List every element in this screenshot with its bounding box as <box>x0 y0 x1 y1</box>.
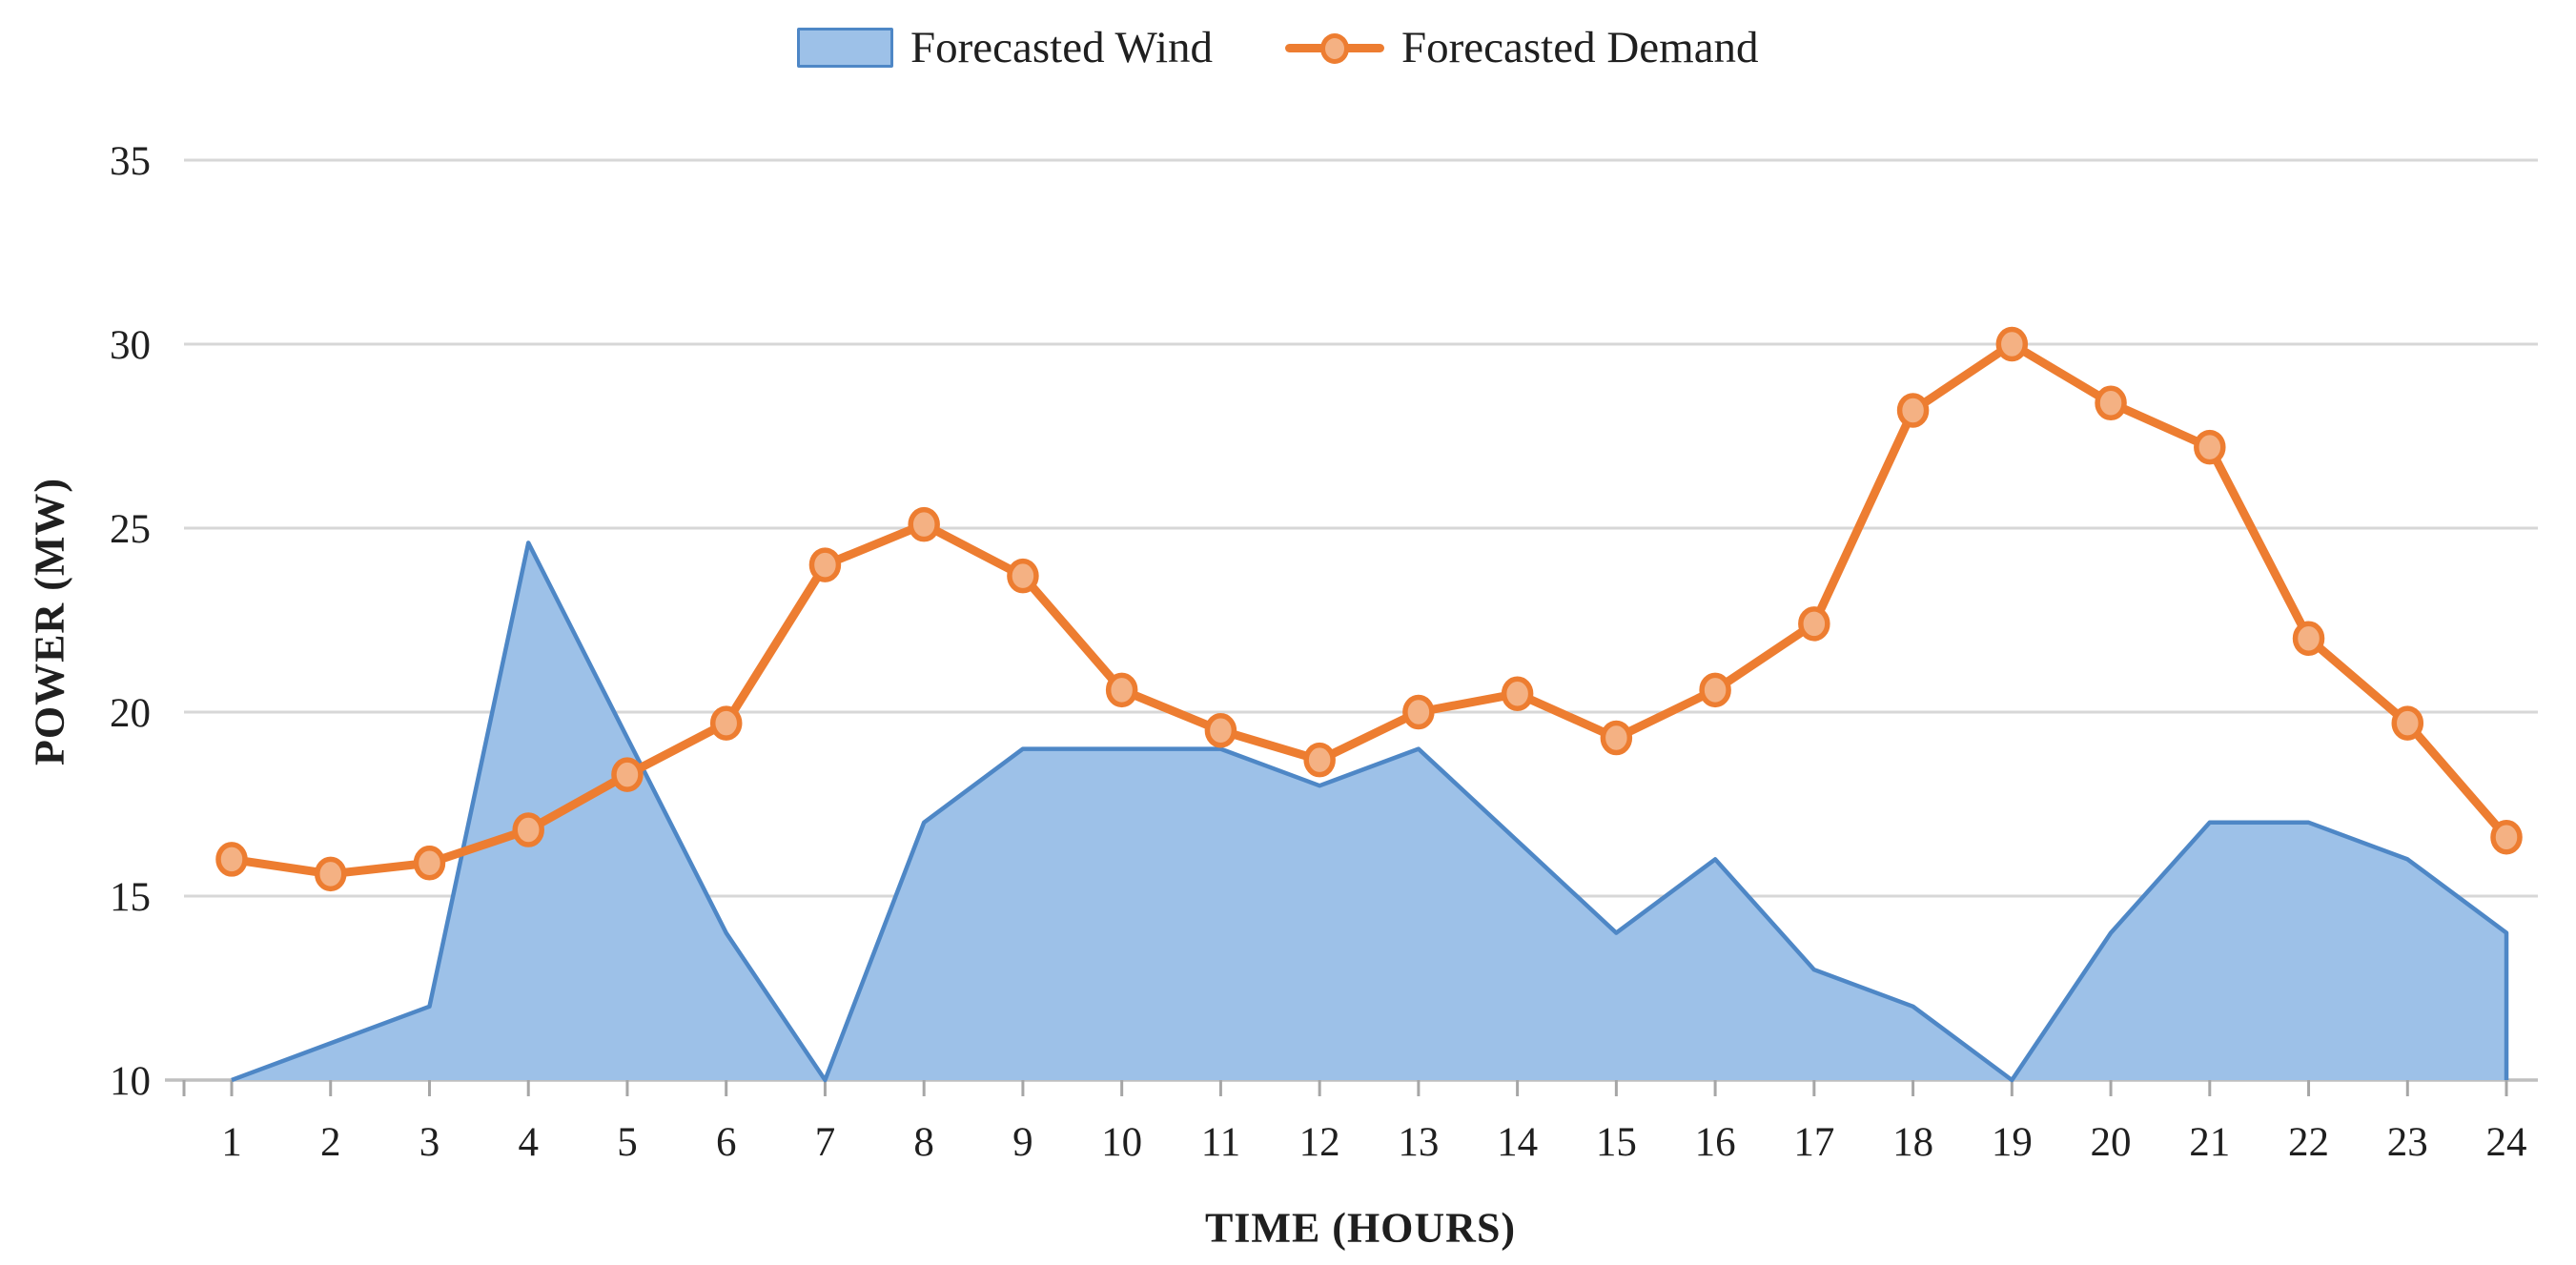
x-tick-label-1: 1 <box>221 1120 242 1165</box>
x-tick-label-6: 6 <box>716 1120 737 1165</box>
y-tick-label-25: 25 <box>110 507 151 552</box>
x-tick-label-16: 16 <box>1695 1120 1736 1165</box>
x-tick-label-4: 4 <box>518 1120 539 1165</box>
x-tick-label-3: 3 <box>419 1120 440 1165</box>
demand-marker-h7 <box>808 547 842 582</box>
demand-marker-h12 <box>1303 742 1336 778</box>
x-tick-label-17: 17 <box>1793 1120 1834 1165</box>
x-tick-label-11: 11 <box>1201 1120 1240 1165</box>
y-tick-label-20: 20 <box>110 691 151 736</box>
x-tick-label-5: 5 <box>617 1120 638 1165</box>
x-tick-label-8: 8 <box>913 1120 934 1165</box>
demand-marker-h13 <box>1402 694 1435 730</box>
x-tick-label-12: 12 <box>1299 1120 1340 1165</box>
demand-marker-h6 <box>709 705 743 741</box>
demand-marker-h22 <box>2292 621 2325 657</box>
x-tick-label-2: 2 <box>320 1120 341 1165</box>
demand-marker-h11 <box>1204 713 1237 748</box>
forecasted-wind-area <box>232 542 2507 1080</box>
demand-marker-h2 <box>314 856 347 892</box>
x-tick-label-15: 15 <box>1596 1120 1637 1165</box>
demand-marker-h1 <box>215 842 248 877</box>
x-tick-label-14: 14 <box>1497 1120 1538 1165</box>
demand-marker-h19 <box>1995 326 2029 362</box>
y-tick-label-15: 15 <box>110 875 151 920</box>
forecasted-demand-line <box>227 339 2511 879</box>
demand-marker-h23 <box>2391 705 2424 741</box>
wind-area-swatch-icon <box>797 28 893 68</box>
legend-label-wind: Forecasted Wind <box>910 23 1214 72</box>
x-tick-label-10: 10 <box>1101 1120 1142 1165</box>
demand-marker-h20 <box>2095 385 2127 421</box>
x-tick-label-9: 9 <box>1012 1120 1033 1165</box>
demand-marker-h9 <box>1007 558 1039 594</box>
demand-marker-h4 <box>512 812 544 847</box>
demand-marker-h5 <box>611 757 644 792</box>
x-tick-label-18: 18 <box>1892 1120 1933 1165</box>
x-tick-label-21: 21 <box>2189 1120 2230 1165</box>
y-axis-title: POWER (MW) <box>26 477 73 766</box>
x-tick-label-22: 22 <box>2288 1120 2329 1165</box>
chart-legend: Forecasted Wind Forecasted Demand <box>0 17 2576 84</box>
forecasted-wind-outline <box>231 541 2509 1083</box>
demand-marker-h24 <box>2490 819 2523 855</box>
demand-marker-h21 <box>2194 429 2226 465</box>
y-tick-label-10: 10 <box>110 1059 151 1104</box>
legend-item-forecasted-demand: Forecasted Demand <box>1285 17 1759 78</box>
demand-marker-h14 <box>1501 676 1534 711</box>
demand-marker-h15 <box>1600 720 1633 756</box>
demand-marker-h3 <box>413 846 446 881</box>
y-tick-label-30: 30 <box>110 323 151 368</box>
demand-marker-h16 <box>1699 672 1731 708</box>
x-axis-title: TIME (HOURS) <box>1204 1204 1517 1252</box>
demand-marker-h8 <box>908 506 940 542</box>
legend-label-demand: Forecasted Demand <box>1401 23 1759 72</box>
x-tick-label-7: 7 <box>815 1120 836 1165</box>
demand-marker-icon <box>1320 32 1349 64</box>
demand-line-swatch-icon <box>1285 32 1384 64</box>
demand-marker-h18 <box>1896 393 1930 428</box>
x-tick-label-24: 24 <box>2486 1120 2527 1165</box>
y-tick-label-35: 35 <box>110 139 151 184</box>
x-tick-label-20: 20 <box>2091 1120 2132 1165</box>
legend-item-forecasted-wind: Forecasted Wind <box>797 17 1213 78</box>
demand-marker-h17 <box>1798 606 1830 642</box>
x-tick-label-13: 13 <box>1398 1120 1439 1165</box>
demand-marker-h10 <box>1105 672 1138 708</box>
x-tick-label-19: 19 <box>1992 1120 2033 1165</box>
x-tick-label-23: 23 <box>2387 1120 2428 1165</box>
